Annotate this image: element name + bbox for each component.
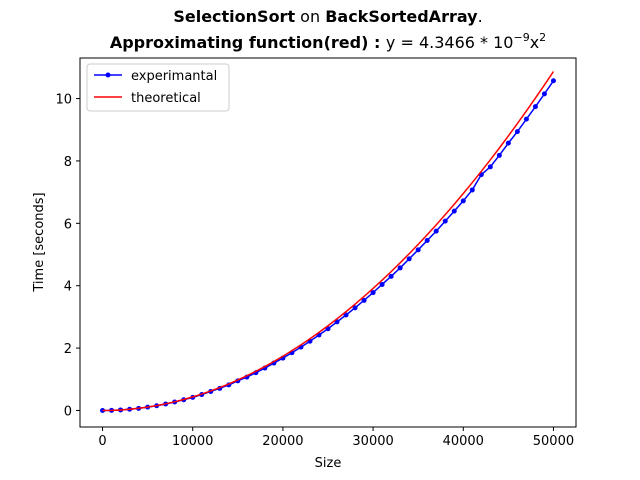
series-layer — [100, 71, 556, 413]
data-point — [541, 91, 547, 97]
data-point — [424, 237, 430, 243]
data-point — [460, 198, 466, 204]
title-dataset: BackSortedArray — [325, 7, 478, 26]
series-line-theoretical — [102, 71, 555, 412]
y-tick-label: 10 — [55, 93, 72, 108]
legend-marker-experimantal — [105, 72, 111, 78]
y-axis-ticks: 0 2 4 6 8 10 — [55, 93, 80, 419]
data-point — [442, 218, 448, 224]
data-point — [505, 140, 511, 146]
data-point — [523, 116, 529, 122]
title-on-word: on — [295, 7, 325, 26]
data-point — [469, 187, 475, 193]
title-approx-label: Approximating function(red) : — [110, 33, 386, 52]
data-point — [433, 228, 439, 234]
legend-label-experimantal: experimantal — [131, 69, 217, 84]
data-point — [352, 305, 358, 311]
y-tick-label: 4 — [64, 280, 72, 295]
data-point — [415, 247, 421, 253]
y-tick-label: 2 — [64, 342, 72, 357]
x-axis-ticks: 0 10000 20000 30000 40000 50000 — [98, 427, 574, 449]
legend-box — [86, 63, 230, 112]
chart-title-line-1: SelectionSort on BackSortedArray. — [173, 7, 482, 26]
x-tick-label: 40000 — [443, 434, 484, 449]
x-tick-label: 0 — [98, 434, 106, 449]
title-variable: x — [530, 33, 539, 52]
data-point — [496, 152, 502, 158]
title-suffix: . — [478, 7, 483, 26]
data-point — [100, 407, 106, 413]
x-tick-label: 20000 — [262, 434, 303, 449]
title-exponent: −9 — [513, 31, 529, 44]
legend: experimantal theoretical — [86, 63, 230, 112]
data-point — [361, 297, 367, 303]
data-point — [550, 78, 556, 84]
y-tick-label: 8 — [64, 155, 72, 170]
y-axis-label: Time [seconds] — [32, 192, 47, 292]
y-tick-label: 0 — [64, 404, 72, 419]
data-point — [532, 104, 538, 110]
data-point — [487, 164, 493, 170]
title-power: 2 — [539, 31, 546, 44]
data-point — [397, 265, 403, 271]
data-point — [451, 208, 457, 214]
data-point — [379, 281, 385, 287]
y-tick-label: 6 — [64, 217, 72, 232]
title-algorithm: SelectionSort — [173, 7, 295, 26]
x-tick-label: 30000 — [352, 434, 393, 449]
data-point — [388, 273, 394, 279]
x-tick-label: 10000 — [172, 434, 213, 449]
x-axis-label: Size — [315, 456, 342, 471]
data-point — [406, 256, 412, 262]
title-formula-prefix: y = 4.3466 * 10 — [386, 33, 514, 52]
data-point — [343, 312, 349, 318]
plot-area — [79, 57, 577, 428]
legend-label-theoretical: theoretical — [131, 91, 201, 106]
data-point — [514, 129, 520, 135]
data-point — [370, 290, 376, 296]
x-tick-label: 50000 — [533, 434, 574, 449]
chart-title-line-2: Approximating function(red) : y = 4.3466… — [110, 31, 546, 52]
